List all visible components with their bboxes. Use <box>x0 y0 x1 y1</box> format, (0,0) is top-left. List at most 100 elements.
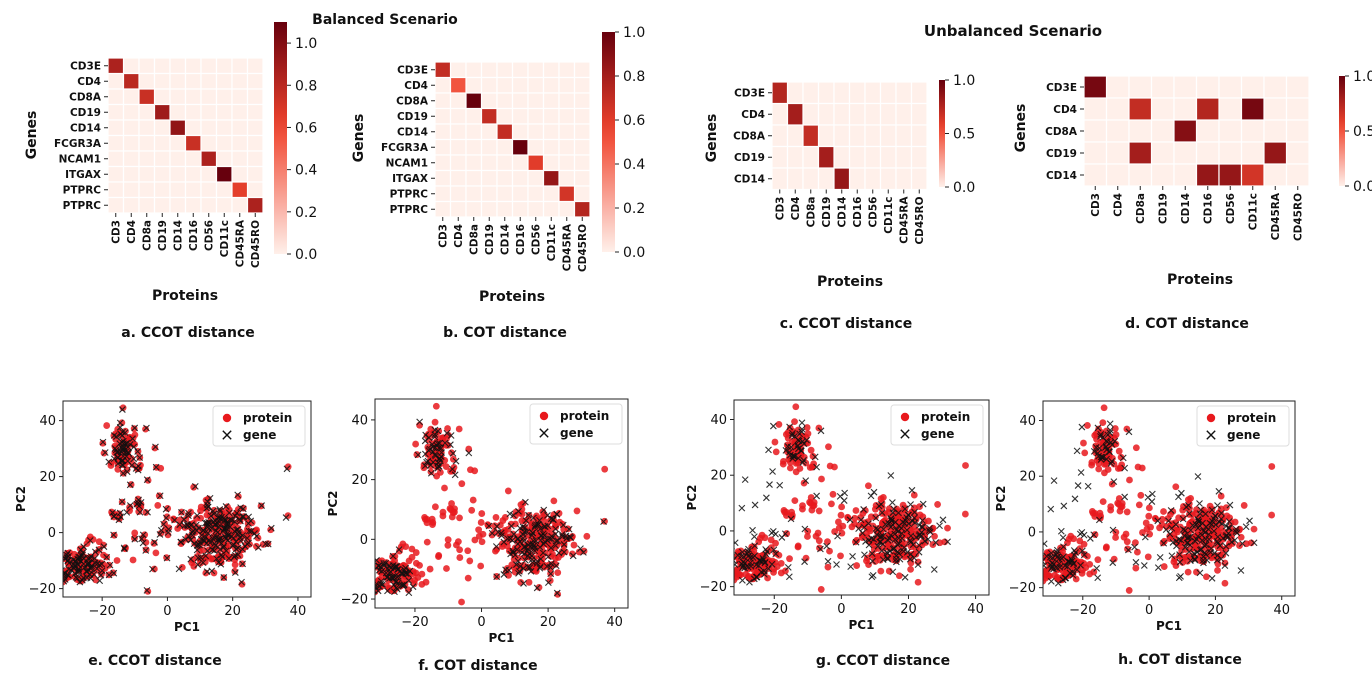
gene-point <box>515 570 522 577</box>
heatmap-cell-value <box>573 200 591 218</box>
protein-point <box>837 511 845 519</box>
heatmap-cell <box>527 123 545 141</box>
gene-point <box>512 561 520 568</box>
gene-point <box>63 570 68 577</box>
protein-point <box>570 541 578 549</box>
y-tick-label: 40 <box>710 413 727 428</box>
y-tick-label: PTPRC <box>63 185 102 197</box>
heatmap-cell <box>542 92 560 110</box>
gene-point <box>1214 533 1222 541</box>
gene-point <box>1246 517 1253 525</box>
gene-point <box>878 509 886 516</box>
gene-point <box>447 441 454 449</box>
gene-point <box>91 559 99 567</box>
x-tick-label: 0 <box>1145 603 1153 618</box>
heatmap-cell <box>465 138 483 156</box>
y-tick-label: CD8A <box>396 96 429 108</box>
heatmap-cell <box>215 88 233 106</box>
heatmap-cell <box>542 200 560 218</box>
protein-point <box>412 440 420 448</box>
heatmap-cell <box>107 72 125 90</box>
gene-point <box>205 525 213 533</box>
gene-point <box>98 567 106 575</box>
gene-point <box>110 531 117 539</box>
gene-point <box>449 449 457 457</box>
gene-point <box>118 498 126 505</box>
gene-point <box>786 423 793 431</box>
gene-point <box>204 547 211 555</box>
gene-point <box>861 551 868 559</box>
panel-caption: g. CCOT distance <box>816 653 950 669</box>
protein-point <box>1043 567 1050 575</box>
protein-point <box>174 525 182 532</box>
gene-point <box>1222 542 1230 550</box>
heatmap-cell <box>122 88 140 106</box>
gene-point <box>895 522 903 530</box>
protein-point <box>190 483 198 491</box>
heatmap-cell <box>496 169 514 187</box>
gene-point <box>264 540 272 548</box>
gene-point <box>1076 530 1084 538</box>
heatmap-cell <box>480 154 498 172</box>
gene-point <box>555 549 563 557</box>
x-tick-label: 40 <box>290 604 307 619</box>
gene-point <box>95 546 103 554</box>
gene-point <box>1064 563 1071 570</box>
gene-point <box>869 557 876 565</box>
protein-point <box>786 464 794 472</box>
gene-point <box>559 521 567 529</box>
gene-point <box>221 533 229 541</box>
gene-point <box>215 523 223 531</box>
protein-point <box>1081 449 1089 457</box>
y-tick-label: 40 <box>39 414 56 429</box>
gene-point <box>194 554 202 562</box>
gene-point <box>131 535 139 543</box>
gene-point <box>536 543 544 551</box>
protein-point <box>178 564 186 571</box>
protein-point <box>1122 530 1130 538</box>
gene-point <box>156 531 164 538</box>
scatter-points <box>375 402 609 606</box>
heatmap-cell <box>184 103 202 121</box>
gene-point <box>188 521 196 528</box>
heatmap-cell <box>1285 75 1310 99</box>
x-tick-label: 20 <box>224 604 241 619</box>
gene-point <box>898 529 906 537</box>
gene-point <box>1182 503 1190 511</box>
gene-point <box>377 563 385 571</box>
gene-point <box>142 547 150 554</box>
protein-point <box>432 402 440 410</box>
protein-point <box>929 541 937 548</box>
gene-point <box>389 552 397 560</box>
gene-point <box>870 488 878 496</box>
heatmap-cell <box>231 165 249 183</box>
colorbar-tick-label: 1.0 <box>1353 69 1372 85</box>
protein-point <box>802 554 810 562</box>
heatmap-cell <box>434 138 452 156</box>
protein-point <box>231 561 239 569</box>
x-tick-label: CD14 <box>1180 193 1192 224</box>
protein-point <box>1214 567 1221 574</box>
gene-point <box>222 547 230 555</box>
gene-point <box>533 584 541 592</box>
heatmap-cell <box>511 92 529 110</box>
gene-point <box>520 543 528 551</box>
gene-point <box>219 553 226 561</box>
gene-point <box>547 570 555 578</box>
heatmap-cell <box>138 134 156 152</box>
gene-point <box>749 526 756 534</box>
x-axis-label: Proteins <box>1167 272 1233 288</box>
gene-point <box>1097 430 1105 438</box>
heatmap-cell <box>864 81 882 105</box>
protein-point <box>413 451 421 458</box>
gene-point <box>239 545 246 553</box>
gene-point <box>223 530 231 537</box>
gene-point <box>53 554 59 560</box>
heatmap-cell <box>153 181 171 199</box>
heatmap-cell <box>786 145 804 169</box>
protein-point <box>1091 531 1099 538</box>
heatmap-cell <box>895 102 913 126</box>
gene-point <box>944 538 951 546</box>
gene-point <box>506 510 514 518</box>
x-tick-label: CD11c <box>546 224 558 261</box>
